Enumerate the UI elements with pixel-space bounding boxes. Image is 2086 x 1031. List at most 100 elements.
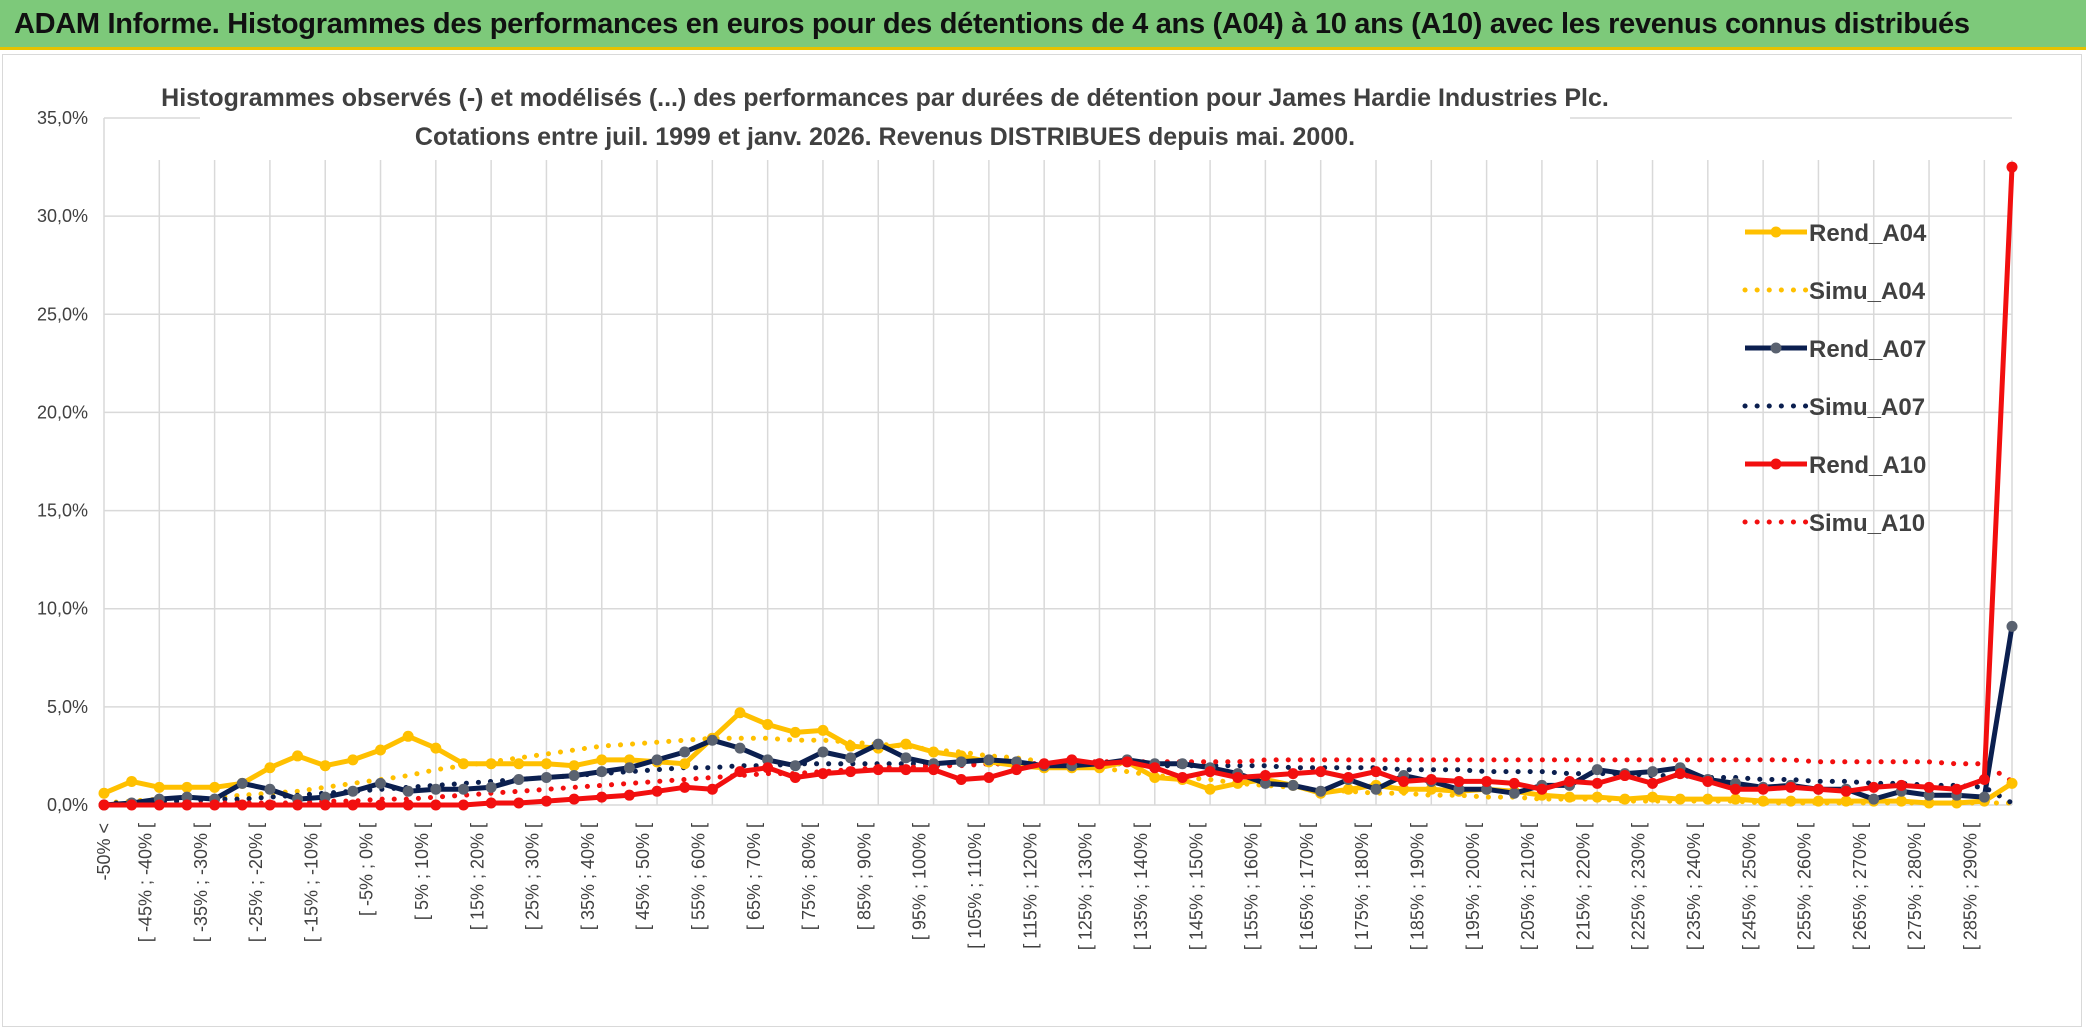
- data-point: [983, 754, 995, 766]
- report-title: ADAM Informe. Histogrammes des performan…: [14, 8, 1970, 40]
- data-point: [375, 777, 387, 789]
- x-axis: -50% < [ -45% ; -40% [[ -35% ; -30% [[ -2…: [94, 823, 1981, 950]
- data-point: [900, 752, 912, 764]
- data-point: [1066, 754, 1078, 766]
- data-point: [845, 752, 857, 764]
- data-point: [1674, 793, 1686, 805]
- y-tick-label: 25,0%: [37, 304, 88, 324]
- y-axis: 35,0% 30,0% 25,0% 20,0% 15,0% 10,0% 5,0% 0,0%: [37, 108, 88, 815]
- data-point: [1895, 795, 1907, 807]
- data-point: [1287, 779, 1299, 791]
- data-point: [1647, 766, 1659, 778]
- data-point: [1978, 791, 1990, 803]
- x-tick-label: [ -25% ; -20% [: [246, 823, 266, 942]
- gridlines: [103, 117, 2013, 806]
- data-point: [292, 799, 304, 811]
- data-point: [568, 760, 580, 772]
- data-point: [181, 799, 193, 811]
- data-point: [1093, 758, 1105, 770]
- y-tick-label: 10,0%: [37, 599, 88, 619]
- x-tick-label: [ 45% ; 50% [: [633, 823, 653, 930]
- data-point: [1647, 777, 1659, 789]
- x-tick-label: [ 225% ; 230% [: [1629, 823, 1649, 950]
- data-point: [430, 742, 442, 754]
- data-point: [1702, 775, 1714, 787]
- data-point: [1204, 783, 1216, 795]
- data-point: [1564, 791, 1576, 803]
- series-line: [104, 166, 2015, 808]
- y-tick-label: 30,0%: [37, 206, 88, 226]
- x-tick-label: [ 125% ; 130% [: [1076, 823, 1096, 950]
- data-point: [485, 781, 497, 793]
- data-point: [1315, 766, 1327, 778]
- data-point: [264, 783, 276, 795]
- data-point: [679, 758, 691, 770]
- data-point: [513, 773, 525, 785]
- data-point: [181, 791, 193, 803]
- data-point: [1978, 773, 1990, 785]
- data-point: [1757, 783, 1769, 795]
- data-point: [1868, 793, 1880, 805]
- data-point: [1923, 789, 1935, 801]
- legend-item: Simu_A10: [1742, 510, 1925, 537]
- x-tick-label: [ 75% ; 80% [: [799, 823, 819, 930]
- report-banner: ADAM Informe. Histogrammes des performan…: [0, 0, 2086, 50]
- data-point: [789, 726, 801, 738]
- data-point: [1923, 797, 1935, 809]
- data-point: [706, 734, 718, 746]
- x-tick-label: [ 205% ; 210% [: [1518, 823, 1538, 950]
- data-point: [1591, 764, 1603, 776]
- x-tick-label: [ 275% ; 280% [: [1905, 823, 1925, 950]
- x-tick-label: [ 95% ; 100% [: [910, 823, 930, 940]
- chart-title-line1: Histogrammes observés (-) et modélisés (…: [161, 84, 1609, 112]
- chart-title-line2: Cotations entre juil. 1999 et janv. 2026…: [415, 123, 1355, 151]
- data-point: [651, 754, 663, 766]
- data-point: [596, 791, 608, 803]
- x-tick-label: [ 65% ; 70% [: [744, 823, 764, 930]
- x-tick-label: [ 145% ; 150% [: [1186, 823, 1206, 950]
- x-tick-label: [ 135% ; 140% [: [1131, 823, 1151, 950]
- data-point: [1564, 775, 1576, 787]
- x-tick-label: [ 185% ; 190% [: [1407, 823, 1427, 950]
- data-point: [375, 744, 387, 756]
- data-point: [540, 795, 552, 807]
- data-point: [734, 766, 746, 778]
- data-point: [540, 772, 552, 784]
- data-point: [457, 783, 469, 795]
- data-point: [181, 781, 193, 793]
- x-tick-label: -50% <: [94, 823, 114, 881]
- legend-label: Simu_A07: [1809, 394, 1925, 421]
- series-rend_a07: [98, 620, 2018, 811]
- x-tick-label: [ 35% ; 40% [: [578, 823, 598, 930]
- legend-label: Rend_A10: [1809, 452, 1926, 479]
- y-tick-label: 35,0%: [37, 108, 88, 128]
- legend-label: Simu_A10: [1809, 510, 1925, 537]
- data-point: [209, 799, 221, 811]
- data-point: [955, 756, 967, 768]
- legend-item: Simu_A07: [1742, 394, 1925, 421]
- data-point: [485, 797, 497, 809]
- data-point: [1591, 791, 1603, 803]
- data-point: [1812, 795, 1824, 807]
- data-point: [1481, 783, 1493, 795]
- y-tick-label: 20,0%: [37, 402, 88, 422]
- series-line: [101, 735, 2015, 806]
- data-point: [1149, 772, 1161, 784]
- data-point: [845, 740, 857, 752]
- data-point: [789, 760, 801, 772]
- data-point: [1425, 773, 1437, 785]
- x-tick-label: [ 245% ; 250% [: [1739, 823, 1759, 950]
- data-point: [845, 766, 857, 778]
- data-point: [1812, 783, 1824, 795]
- data-point: [1287, 768, 1299, 780]
- data-point: [1729, 783, 1741, 795]
- x-tick-label: [ 115% ; 120% [: [1020, 823, 1040, 949]
- data-point: [457, 799, 469, 811]
- legend-label: Rend_A07: [1809, 336, 1926, 363]
- data-point: [1176, 758, 1188, 770]
- data-point: [679, 746, 691, 758]
- data-point: [1536, 783, 1548, 795]
- data-point: [1840, 785, 1852, 797]
- data-point: [402, 730, 414, 742]
